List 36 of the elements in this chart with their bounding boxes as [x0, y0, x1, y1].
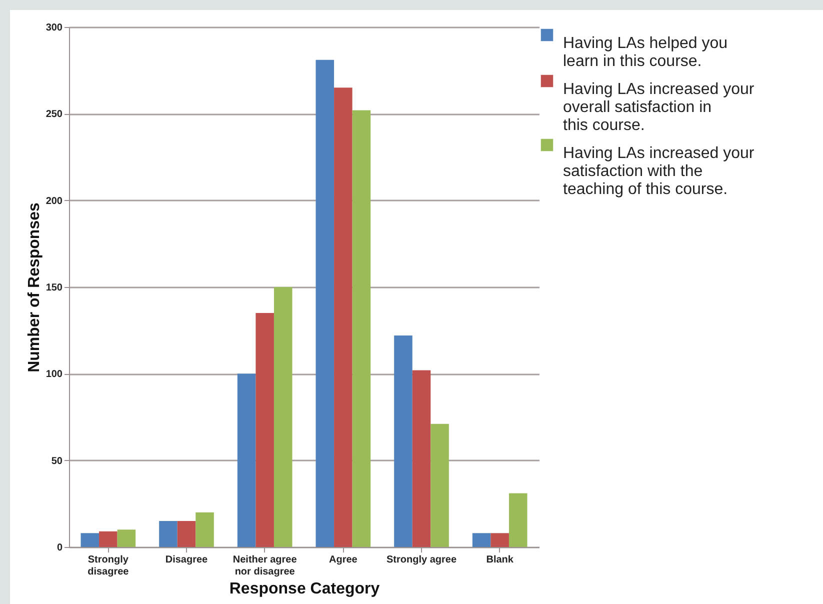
x-tick-label: Blank — [486, 554, 514, 566]
x-tick-label: Disagree — [165, 554, 208, 566]
bar — [237, 374, 256, 547]
y-tick-label: 50 — [51, 456, 63, 467]
y-tick-label: 300 — [46, 22, 63, 34]
bar — [352, 110, 371, 547]
bar — [274, 287, 292, 547]
x-tick-label: Strongly disagree — [88, 554, 130, 578]
bar — [412, 370, 431, 547]
x-axis-title: Response Category — [229, 580, 380, 598]
bar — [334, 88, 352, 547]
bar — [159, 521, 178, 547]
y-tick-label: 100 — [46, 369, 63, 380]
y-tick-label: 250 — [46, 109, 63, 120]
bar — [430, 424, 449, 547]
x-tick-label: Neither agree nor disagree — [232, 554, 298, 578]
bar — [316, 60, 334, 547]
bar — [117, 530, 136, 547]
x-tick-label: Agree — [328, 554, 358, 566]
bar — [508, 493, 528, 547]
y-tick-label: 150 — [46, 282, 63, 294]
bar — [80, 533, 100, 547]
bar — [196, 512, 214, 547]
legend-label: Having LAs increased your satisfaction with the teaching of this course. — [563, 145, 755, 198]
x-tick-label: Strongly agree — [386, 554, 457, 566]
y-tick-label: 0 — [56, 542, 63, 554]
y-tick-label: 200 — [46, 196, 63, 207]
y-axis-title: Number of Responses — [26, 202, 43, 372]
bar — [99, 531, 118, 547]
bar — [177, 521, 196, 547]
bar — [394, 336, 412, 547]
bar — [256, 313, 274, 547]
legend-label: Having LAs helped you learn in this course. — [563, 35, 728, 70]
bar — [490, 533, 509, 547]
bar — [472, 533, 491, 547]
legend-label: Having LAs increased your overall satisfaction in this course. — [563, 81, 755, 134]
